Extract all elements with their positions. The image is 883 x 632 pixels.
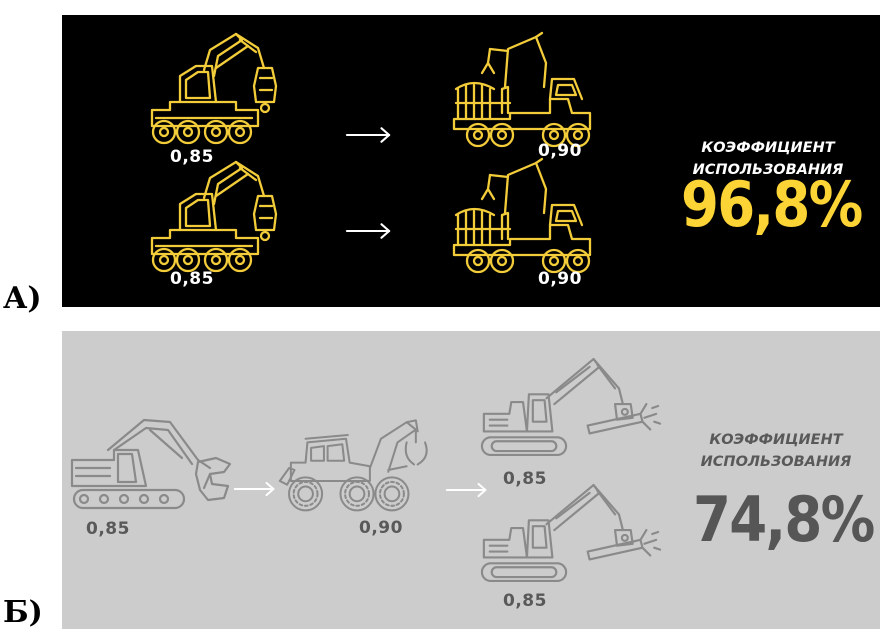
harvester-value-1: 0,85	[170, 147, 214, 167]
coefficient-label-line2: ИСПОЛЬЗОВАНИЯ	[692, 162, 844, 178]
forwarder-value-2: 0,90	[538, 269, 582, 289]
harvester-icon	[140, 28, 290, 153]
coefficient-value: 96,8%	[681, 168, 863, 241]
skidder-icon	[278, 409, 448, 519]
coefficient-label: КОЭФФИЦИЕНТ ИСПОЛЬЗОВАНИЯ	[686, 429, 866, 473]
arrow-right-icon	[345, 221, 393, 241]
panel-a-sequential-scheme: 0,85 0,90 0,85 0,90 КОЭФФИЦИЕНТ ИСПОЛЬЗО…	[62, 15, 880, 307]
coefficient-label-line1: КОЭФФИЦИЕНТ	[701, 140, 835, 156]
arrow-right-icon	[345, 125, 393, 145]
forwarder-value-1: 0,90	[538, 141, 582, 161]
panel-letter-a: А)	[3, 281, 42, 316]
processor-value-2: 0,85	[503, 591, 547, 611]
harvester-icon	[140, 156, 290, 281]
coefficient-label: КОЭФФИЦИЕНТ ИСПОЛЬЗОВАНИЯ	[673, 137, 863, 181]
arrow-right-icon	[233, 480, 277, 498]
processor-icon	[478, 479, 664, 587]
panel-b-parallel-scheme: 0,85 0,90 0,85 0,85 КОЭФФИЦИЕНТ ИСПОЛЬЗО…	[62, 331, 880, 629]
forwarder-icon	[450, 29, 600, 154]
harvester-value-2: 0,85	[170, 269, 214, 289]
processor-value-1: 0,85	[503, 469, 547, 489]
coefficient-value: 74,8%	[693, 483, 875, 556]
coefficient-label-line2: ИСПОЛЬЗОВАНИЯ	[700, 454, 852, 470]
feller-value: 0,85	[86, 519, 130, 539]
skidder-value: 0,90	[359, 518, 403, 538]
coefficient-label-line1: КОЭФФИЦИЕНТ	[709, 432, 843, 448]
feller-buncher-icon	[68, 398, 238, 513]
forwarder-icon	[450, 155, 600, 280]
panel-letter-b: Б)	[3, 595, 43, 630]
processor-icon	[478, 353, 664, 461]
